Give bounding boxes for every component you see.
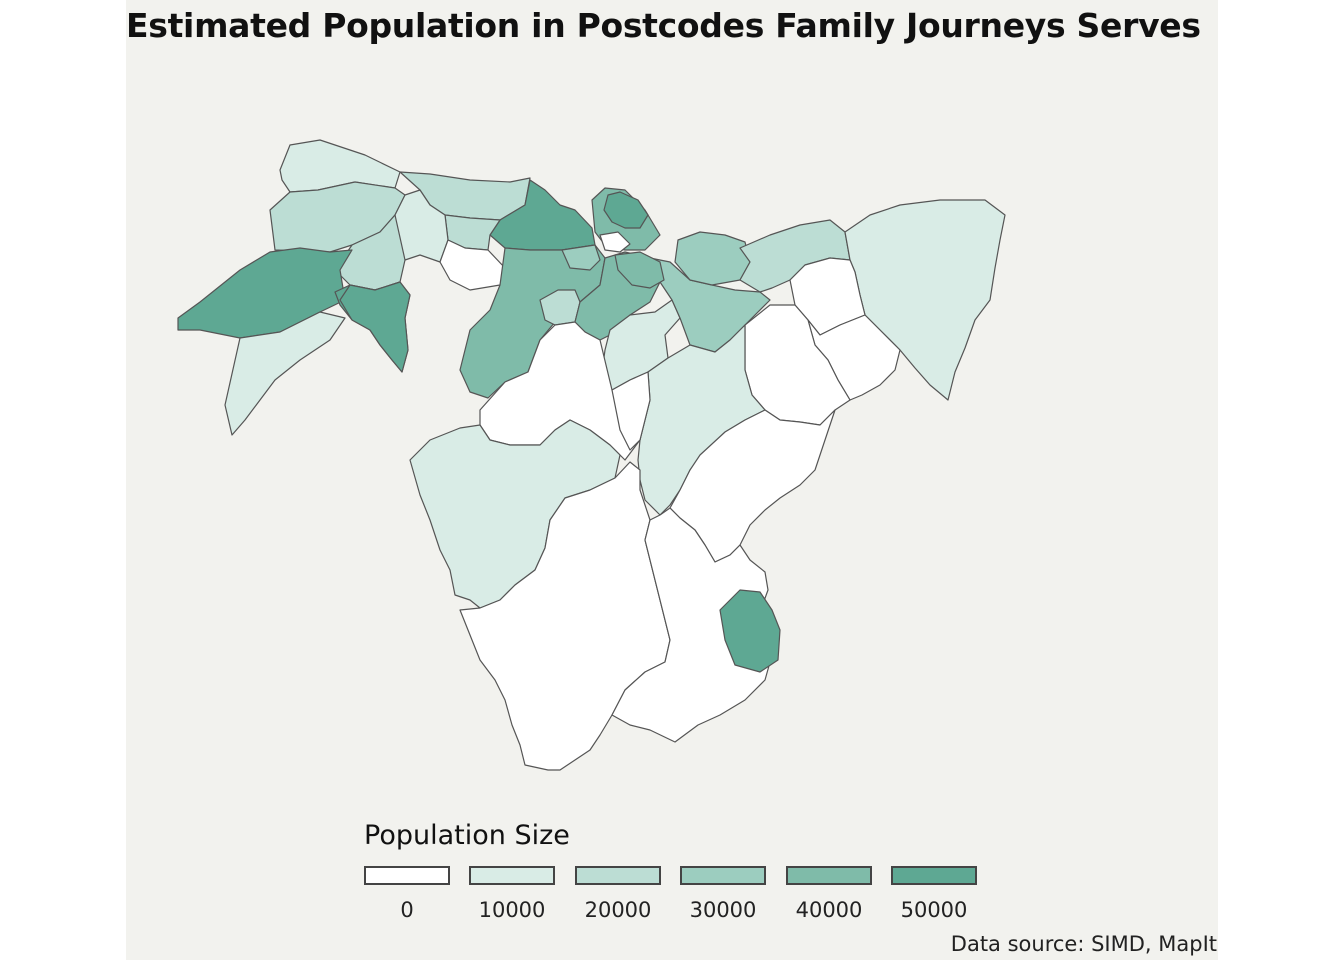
postcode-area-11 bbox=[177, 247, 353, 339]
data-source-caption: Data source: SIMD, MapIt bbox=[950, 932, 1217, 956]
postcode-area-36 bbox=[611, 371, 651, 451]
postcode-area-33 bbox=[561, 244, 601, 271]
postcode-area-31 bbox=[719, 589, 781, 673]
postcode-area-32 bbox=[339, 281, 411, 373]
postcode-area-34 bbox=[614, 251, 665, 289]
postcode-area-35 bbox=[224, 311, 346, 436]
postcode-area-6 bbox=[603, 191, 649, 229]
postcode-area-30 bbox=[611, 507, 773, 743]
postcode-area-1 bbox=[279, 139, 401, 193]
postcode-area-15 bbox=[599, 231, 631, 253]
map-title: Estimated Population in Postcodes Family… bbox=[126, 6, 1201, 45]
